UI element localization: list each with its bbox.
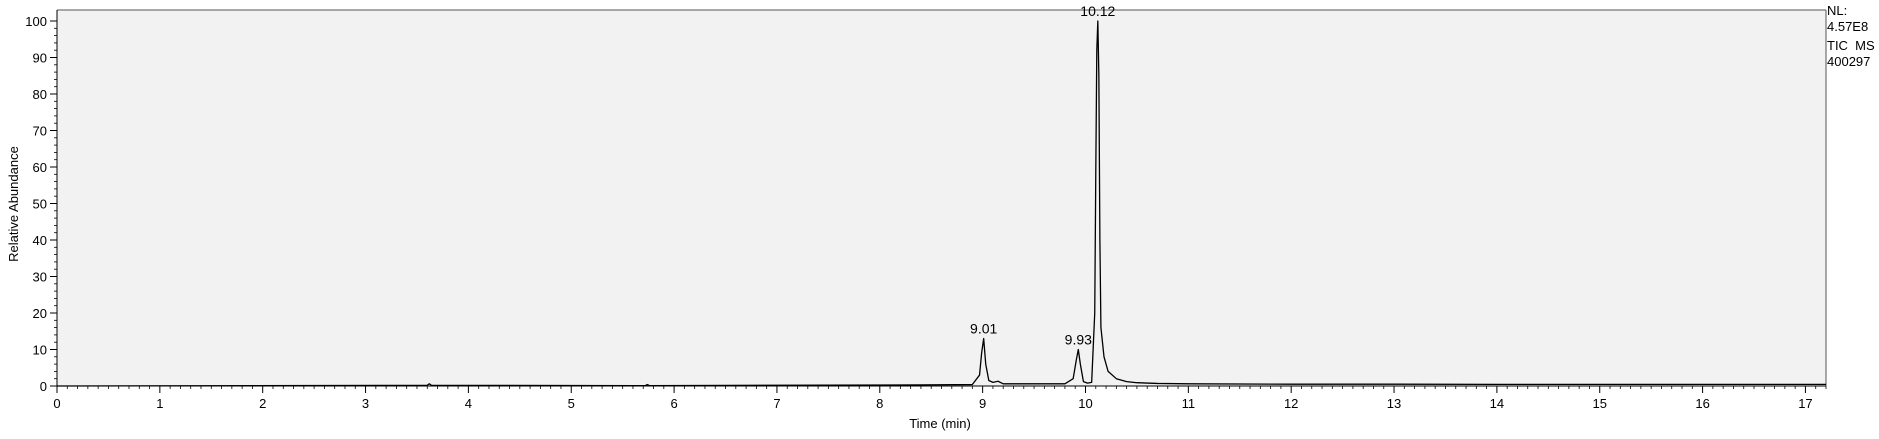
- nl-value: 4.57E8: [1827, 19, 1868, 34]
- tic-trace-line: [56, 20, 1826, 387]
- y-tick-label: 40: [33, 233, 47, 248]
- x-tick-label: 11: [1182, 396, 1196, 411]
- y-axis-title: Relative Abundance: [6, 146, 21, 262]
- y-tick-label: 60: [33, 160, 47, 175]
- y-tick-label: 80: [33, 87, 47, 102]
- y-tick-label: 100: [25, 14, 47, 29]
- x-tick-label: 15: [1592, 396, 1606, 411]
- x-axis-title: Time (min): [909, 416, 971, 431]
- x-tick-label: 7: [773, 396, 780, 411]
- peak-label: 10.12: [1080, 3, 1115, 19]
- x-tick-label: 13: [1387, 396, 1401, 411]
- x-tick-label: 1: [156, 396, 163, 411]
- y-tick-label: 10: [33, 343, 47, 358]
- x-tick-label: 17: [1798, 396, 1812, 411]
- y-tick-label: 90: [33, 51, 47, 66]
- x-tick-label: 5: [568, 396, 575, 411]
- x-tick-label: 9: [979, 396, 986, 411]
- x-tick-label: 8: [876, 396, 883, 411]
- plot-background: [57, 10, 1826, 386]
- peak-labels: 9.01 9.93 10.12: [970, 3, 1116, 348]
- trace-type-label: TIC MS: [1827, 38, 1875, 53]
- x-tick-label: 2: [259, 396, 266, 411]
- sample-id: 400297: [1827, 54, 1870, 69]
- peak-label: 9.93: [1065, 332, 1092, 348]
- info-panel: NL: 4.57E8 TIC MS 400297: [1827, 3, 1875, 69]
- x-tick-label: 12: [1284, 396, 1298, 411]
- peak-label: 9.01: [970, 321, 997, 337]
- x-tick-label: 14: [1490, 396, 1504, 411]
- y-tick-label: 70: [33, 124, 47, 139]
- x-tick-label: 16: [1695, 396, 1709, 411]
- x-tick-label: 3: [362, 396, 369, 411]
- x-tick-label: 10: [1078, 396, 1092, 411]
- y-tick-label: 20: [33, 306, 47, 321]
- x-tick-label: 4: [465, 396, 472, 411]
- y-tick-label: 30: [33, 270, 47, 285]
- y-tick-label: 0: [40, 379, 47, 394]
- y-tick-label: 50: [33, 197, 47, 212]
- x-tick-label: 6: [670, 396, 677, 411]
- nl-label: NL:: [1827, 3, 1847, 18]
- x-tick-label: 0: [53, 396, 60, 411]
